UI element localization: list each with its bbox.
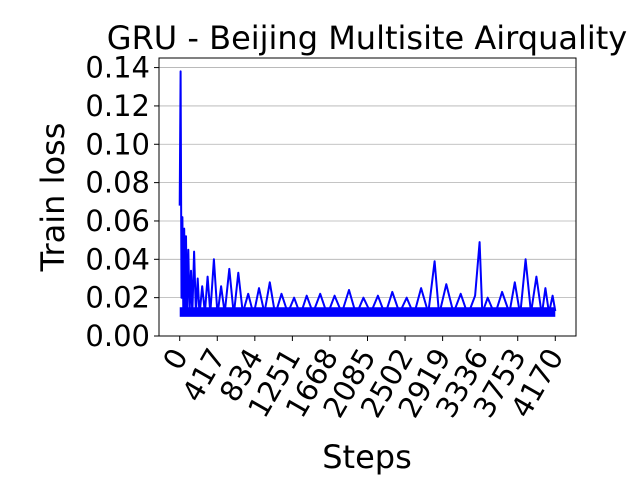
y-tick-label: 0.04 bbox=[85, 242, 150, 276]
y-axis: 0.00 0.02 0.04 0.06 0.08 0.10 0.12 0.14 bbox=[85, 51, 159, 353]
series-layer bbox=[178, 70, 557, 317]
chart-title: GRU - Beijing Multisite Airquality bbox=[107, 19, 627, 57]
y-tick-label: 0.06 bbox=[85, 204, 150, 238]
y-tick-label: 0.10 bbox=[85, 127, 150, 161]
x-axis-label: Steps bbox=[322, 438, 412, 476]
y-tick-label: 0.02 bbox=[85, 281, 150, 315]
y-axis-label: Train loss bbox=[34, 123, 72, 273]
y-tick-label: 0.14 bbox=[85, 51, 150, 85]
loss-noise-band bbox=[179, 307, 556, 317]
y-tick-label: 0.00 bbox=[85, 319, 150, 353]
y-tick-label: 0.08 bbox=[85, 166, 150, 200]
y-tick-label: 0.12 bbox=[85, 89, 150, 123]
y-gridlines bbox=[159, 67, 576, 337]
loss-series-line bbox=[178, 70, 557, 316]
